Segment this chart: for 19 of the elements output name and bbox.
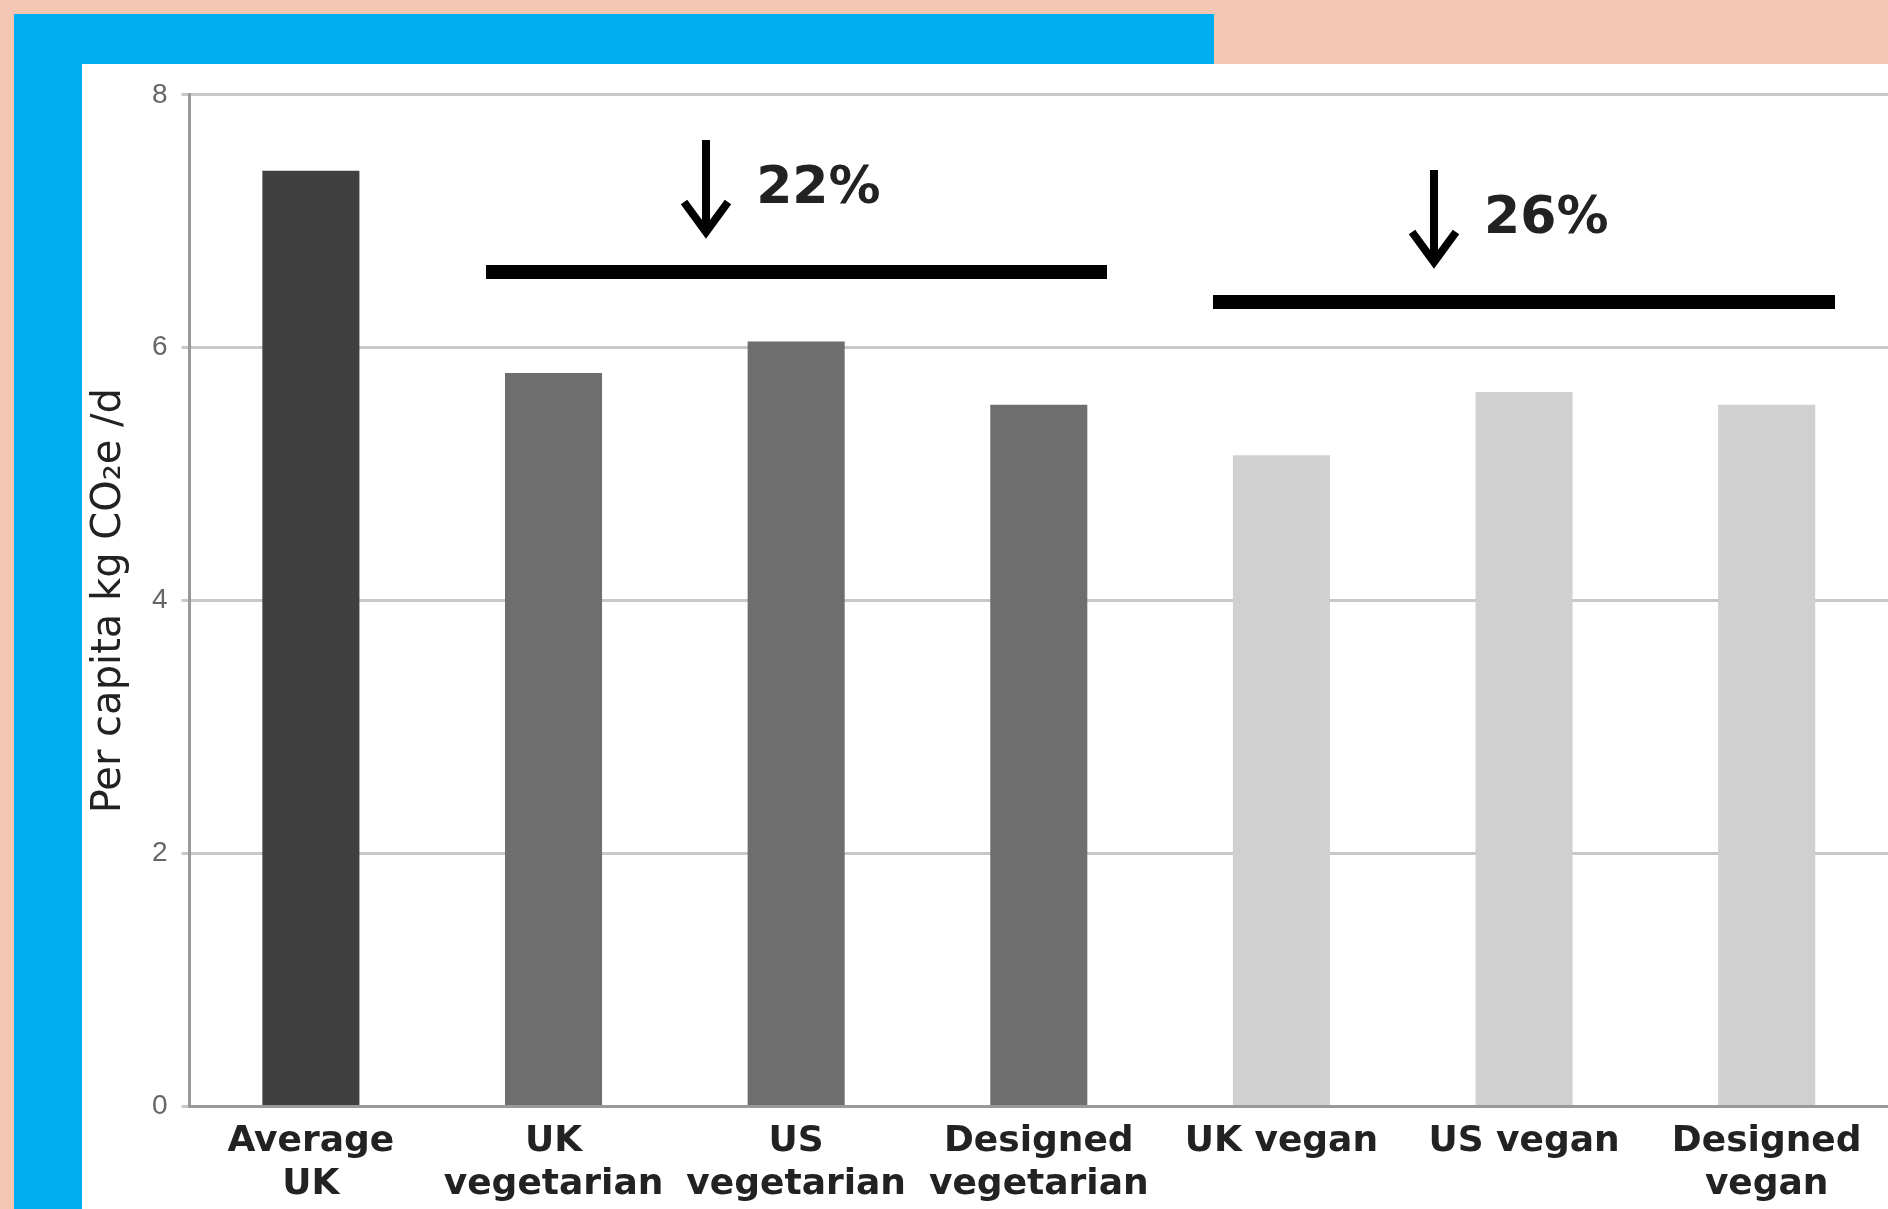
- x-tick-label: Designed vegetarian: [928, 1117, 1149, 1202]
- x-tick-label: US vegetarian: [686, 1117, 906, 1202]
- x-tick-label: UK vegan: [1184, 1117, 1379, 1159]
- y-tick-label: 2: [151, 836, 168, 868]
- y-tick-label: 6: [151, 330, 168, 362]
- y-tick-label: 4: [151, 583, 168, 615]
- x-tick-label: Average UK: [227, 1117, 395, 1202]
- bar: [990, 404, 1088, 1106]
- y-axis-title: Per capita kg CO₂e /d: [83, 388, 130, 814]
- bar: [747, 341, 845, 1106]
- x-tick-label: US vegan: [1428, 1117, 1620, 1159]
- bar: [262, 170, 360, 1106]
- bar: [505, 373, 603, 1106]
- x-tick-label: UK vegetarian: [443, 1117, 664, 1202]
- y-tick-label: 0: [151, 1089, 168, 1121]
- annotation: 22%: [756, 154, 881, 215]
- y-tick-label: 8: [151, 77, 168, 109]
- x-tick-label: Designed vegan: [1671, 1117, 1862, 1202]
- annotation: 26%: [1484, 184, 1609, 245]
